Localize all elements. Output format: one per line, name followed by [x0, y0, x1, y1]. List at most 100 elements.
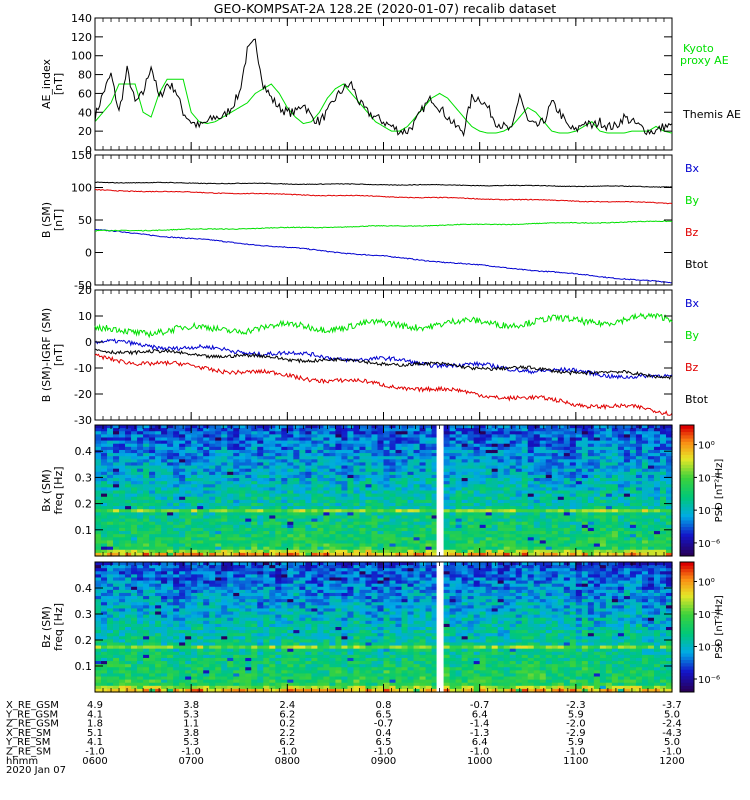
x-ticks [94, 425, 673, 556]
y-tick-label: 0 [85, 247, 92, 260]
legend-bz: Bz [685, 361, 699, 374]
y-tick-label: 0.1 [75, 524, 93, 537]
y-label-bx-freq: Bx (SM) freq [Hz] [40, 466, 65, 514]
series-line-bx [94, 338, 673, 380]
ephemeris-value: -1.3 [470, 728, 490, 739]
y-tick-label: 0.2 [75, 498, 93, 511]
ephemeris-row-label: Z_RE_SM [6, 747, 51, 758]
colorbar-tick-label: 10⁻⁴ [698, 506, 720, 517]
y-axis-label: [nT] [52, 209, 65, 231]
colorbar-tick-label: 10⁻² [698, 473, 720, 484]
colorbar [679, 424, 697, 557]
ephemeris-value: 2.2 [279, 728, 295, 739]
panel-b1-frame [94, 154, 673, 286]
legend-themis: Themis AE [682, 108, 741, 121]
y-tick-label: 20 [78, 125, 92, 138]
legend-bx: Bx [685, 297, 700, 310]
y-tick-label: 0.4 [75, 445, 93, 458]
ephemeris-value: 6.2 [279, 709, 295, 720]
date-label: 2020 Jan 07 [6, 765, 66, 776]
y-axis-label: [nT] [52, 344, 65, 366]
ephemeris-value: 5.3 [183, 709, 199, 720]
ephemeris-value: 5.9 [568, 709, 584, 720]
spectrogram-bx-cells [95, 425, 673, 557]
colorbar-label: PSD [nT²/Hz] [714, 595, 725, 659]
ephemeris-value: -1.0 [181, 747, 201, 758]
ephemeris-value: 0800 [275, 756, 300, 767]
y-axis-label: Bz (SM) [40, 606, 53, 648]
y-tick-label: 0.3 [75, 471, 93, 484]
y-axis-label: freq [Hz] [52, 466, 65, 514]
ephemeris-value: 5.1 [87, 728, 103, 739]
x-ticks [94, 290, 673, 420]
ephemeris-value: -0.7 [374, 719, 394, 730]
ephemeris-value: -1.0 [85, 747, 105, 758]
y-tick-label: 80 [78, 69, 92, 82]
legend-bz: Bz [685, 226, 699, 239]
series-line-kyoto-proxy-ae [94, 78, 673, 134]
colorbar-tick-label: 10⁻⁴ [698, 643, 720, 654]
ephemeris-value: 0.2 [279, 719, 295, 730]
ephemeris-value: 5.0 [664, 737, 680, 748]
y-tick-label: 140 [71, 12, 92, 25]
y-tick-label: 60 [78, 87, 92, 100]
ephemeris-value: -2.3 [566, 700, 586, 711]
y-tick-label: -50 [74, 279, 92, 292]
ephemeris-value: -1.0 [278, 747, 298, 758]
legend-btot: Btot [685, 258, 709, 271]
series-line-by [94, 220, 673, 232]
y-tick-label: -30 [74, 414, 92, 427]
y-tick-label: 50 [78, 214, 92, 227]
ephemeris-value: 3.8 [183, 700, 199, 711]
ephemeris-value: 6.5 [376, 709, 392, 720]
y-label-b: B (SM) [nT] [40, 202, 65, 238]
panel-b2-frame [94, 289, 673, 421]
y-axis-label: B (SM)-IGRF (SM) [40, 308, 53, 402]
colorbar-tick-label: 10⁻⁶ [698, 539, 720, 550]
ephemeris-value: 6.4 [472, 737, 488, 748]
ephemeris-value: 5.0 [664, 709, 680, 720]
ephemeris-row-label: Y_RE_SM [5, 737, 50, 748]
y-tick-label: 100 [71, 50, 92, 63]
series-line-by [94, 312, 673, 339]
y-tick-label: 0 [85, 336, 92, 349]
legend-bx: Bx [685, 162, 700, 175]
ephemeris-value: 4.9 [87, 700, 103, 711]
y-tick-label: 10 [78, 310, 92, 323]
ephemeris-value: 1100 [563, 756, 588, 767]
ephemeris-value: -1.0 [566, 747, 586, 758]
y-axis-label: AE_index [40, 58, 53, 109]
y-label-bz-freq: Bz (SM) freq [Hz] [40, 603, 65, 651]
y-tick-label: 20 [78, 284, 92, 297]
ephemeris-value: -1.4 [470, 719, 490, 730]
y-tick-label: 0.4 [75, 582, 93, 595]
series-line-themis-ae [94, 38, 673, 138]
legend-kyoto: Kyoto [683, 42, 714, 55]
ephemeris-value: 6.5 [376, 737, 392, 748]
ephemeris-value: -2.0 [566, 719, 586, 730]
ephemeris-value: 4.1 [87, 737, 103, 748]
series-line-bx [94, 228, 673, 284]
y-tick-label: -20 [74, 388, 92, 401]
ephemeris-row-label: Y_RE_GSM [5, 709, 58, 720]
colorbar-tick-label: 10⁰ [698, 578, 715, 589]
ephemeris-value: -3.7 [662, 700, 682, 711]
x-ticks [94, 562, 673, 692]
ephemeris-value: -2.4 [662, 719, 682, 730]
x-ticks [94, 18, 673, 150]
ephemeris-value: 5.9 [568, 737, 584, 748]
colorbar-tick-label: 10⁰ [698, 441, 715, 452]
y-tick-label: 0.2 [75, 634, 93, 647]
y-tick-label: 100 [71, 182, 92, 195]
y-tick-label: -10 [74, 362, 92, 375]
legend-kyoto: proxy AE [680, 54, 729, 67]
ephemeris-value: 0.8 [376, 700, 392, 711]
spectrogram-bz-cells [95, 562, 673, 693]
series-line-btot [94, 348, 673, 380]
data-gap [436, 425, 444, 556]
y-tick-label: 0.1 [75, 660, 93, 673]
ephemeris-value: 1.1 [183, 719, 199, 730]
y-label-b-igrf: B (SM)-IGRF (SM) [nT] [40, 308, 65, 402]
chart-title: GEO-KOMPSAT-2A 128.2E (2020-01-07) recal… [214, 1, 557, 16]
